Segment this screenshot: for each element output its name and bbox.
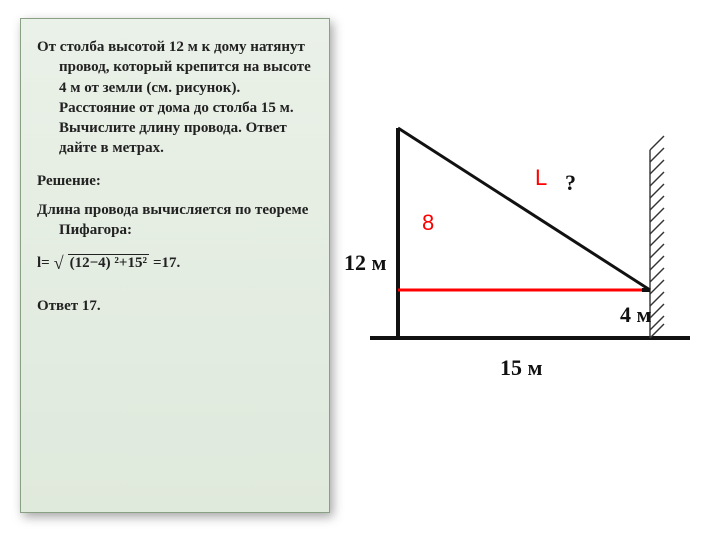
- label-wire-l: L: [535, 165, 547, 190]
- label-distance: 15 м: [500, 355, 543, 380]
- label-question: ?: [565, 170, 576, 195]
- formula-root: (12−4) ²+15²: [68, 254, 149, 272]
- sqrt-icon: √: [54, 254, 64, 272]
- label-pole-height: 12 м: [344, 250, 387, 275]
- wire-line: [398, 128, 650, 290]
- formula-lhs: l=: [37, 255, 50, 272]
- solution-text: Длина провода вычисляется по теореме Пиф…: [37, 200, 313, 241]
- formula: l= √ (12−4) ²+15² =17.: [37, 254, 313, 272]
- label-attach-height: 4 м: [620, 302, 652, 327]
- wall-hatch: [650, 136, 664, 338]
- formula-rhs: =17.: [153, 255, 180, 272]
- text-panel: От столба высотой 12 м к дому натянут пр…: [20, 18, 330, 513]
- label-vertical-diff: 8: [422, 210, 434, 235]
- problem-text: От столба высотой 12 м к дому натянут пр…: [37, 37, 313, 159]
- answer-text: Ответ 17.: [37, 298, 313, 315]
- diagram-svg: 12 м 4 м 15 м 8 L ?: [330, 90, 710, 390]
- solution-heading: Решение:: [37, 173, 313, 190]
- diagram: 12 м 4 м 15 м 8 L ?: [330, 90, 710, 390]
